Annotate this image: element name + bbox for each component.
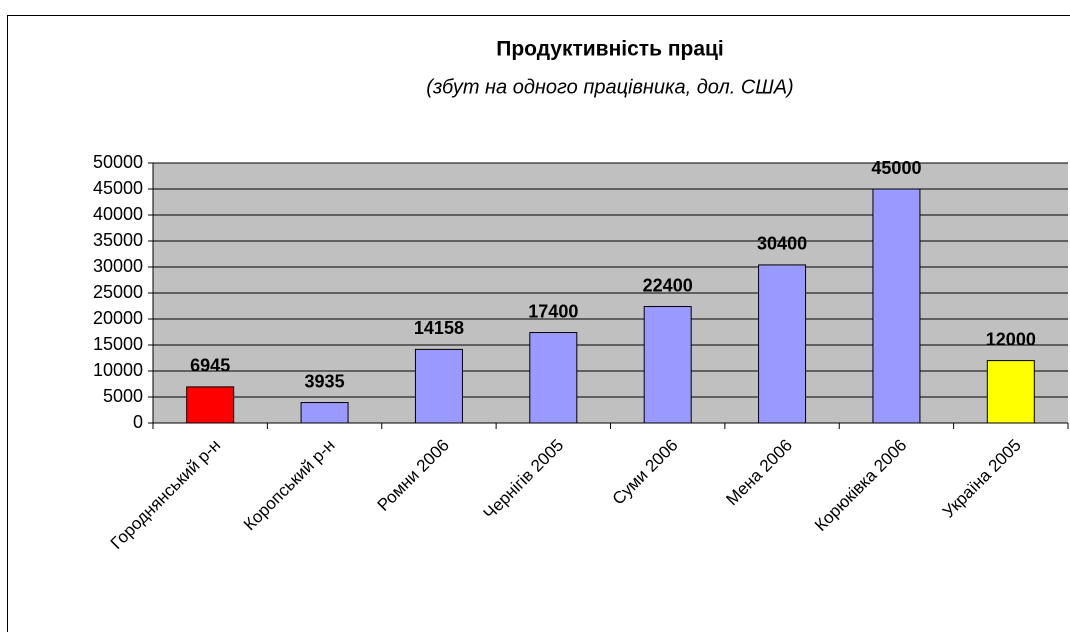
bar bbox=[986, 360, 1035, 424]
y-tick-label: 20000 bbox=[93, 308, 143, 328]
y-tick-label: 5000 bbox=[103, 386, 143, 406]
bar bbox=[414, 348, 463, 424]
bar bbox=[758, 264, 807, 424]
data-label: 14158 bbox=[414, 318, 464, 338]
bar bbox=[529, 332, 578, 424]
y-tick-label: 45000 bbox=[93, 178, 143, 198]
y-tick-label: 30000 bbox=[93, 256, 143, 276]
y-tick-label: 15000 bbox=[93, 334, 143, 354]
y-tick-label: 50000 bbox=[93, 152, 143, 172]
data-label: 12000 bbox=[986, 329, 1036, 349]
bar bbox=[300, 402, 349, 424]
y-tick-label: 25000 bbox=[93, 282, 143, 302]
data-label: 22400 bbox=[643, 275, 693, 295]
data-label: 30400 bbox=[757, 234, 807, 254]
y-tick-label: 40000 bbox=[93, 204, 143, 224]
y-tick-label: 0 bbox=[133, 412, 143, 432]
data-label: 6945 bbox=[190, 356, 230, 376]
data-label: 17400 bbox=[528, 301, 578, 321]
bar bbox=[872, 188, 921, 424]
bar bbox=[643, 306, 692, 424]
chart-title: Продуктивність праці bbox=[496, 38, 724, 61]
y-tick-label: 35000 bbox=[93, 230, 143, 250]
data-label: 3935 bbox=[305, 371, 345, 391]
data-label: 45000 bbox=[871, 158, 921, 178]
bar bbox=[186, 386, 235, 424]
chart-subtitle: (збут на одного працівника, дол. США) bbox=[426, 76, 793, 98]
y-tick-label: 10000 bbox=[93, 360, 143, 380]
